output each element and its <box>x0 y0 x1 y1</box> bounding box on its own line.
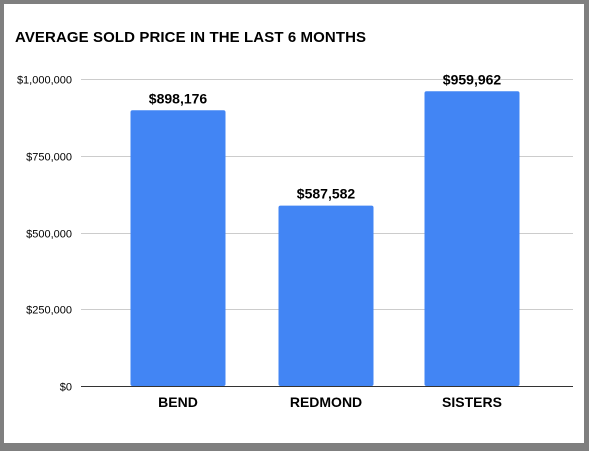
chart-title: AVERAGE SOLD PRICE IN THE LAST 6 MONTHS <box>15 29 367 46</box>
bar-bend <box>130 110 226 386</box>
category-label-redmond: REDMOND <box>290 394 362 410</box>
y-tick-label: $750,000 <box>26 152 72 164</box>
category-label-sisters: SISTERS <box>442 394 502 410</box>
data-label-redmond: $587,582 <box>297 186 356 202</box>
bar-data-labels: $898,176 $587,582 $959,962 <box>149 71 502 201</box>
category-label-bend: BEND <box>158 394 198 410</box>
x-axis-category-labels: BEND REDMOND SISTERS <box>158 394 502 410</box>
bars <box>130 91 520 387</box>
data-label-sisters: $959,962 <box>443 71 502 87</box>
bar-redmond <box>278 205 374 386</box>
bar-sisters <box>424 91 520 387</box>
y-tick-label: $1,000,000 <box>17 75 72 87</box>
data-label-bend: $898,176 <box>149 90 208 106</box>
y-axis-tick-labels: $0 $250,000 $500,000 $750,000 $1,000,000 <box>17 75 72 394</box>
y-tick-label: $0 <box>60 382 72 394</box>
y-tick-label: $500,000 <box>26 229 72 241</box>
y-tick-label: $250,000 <box>26 305 72 317</box>
